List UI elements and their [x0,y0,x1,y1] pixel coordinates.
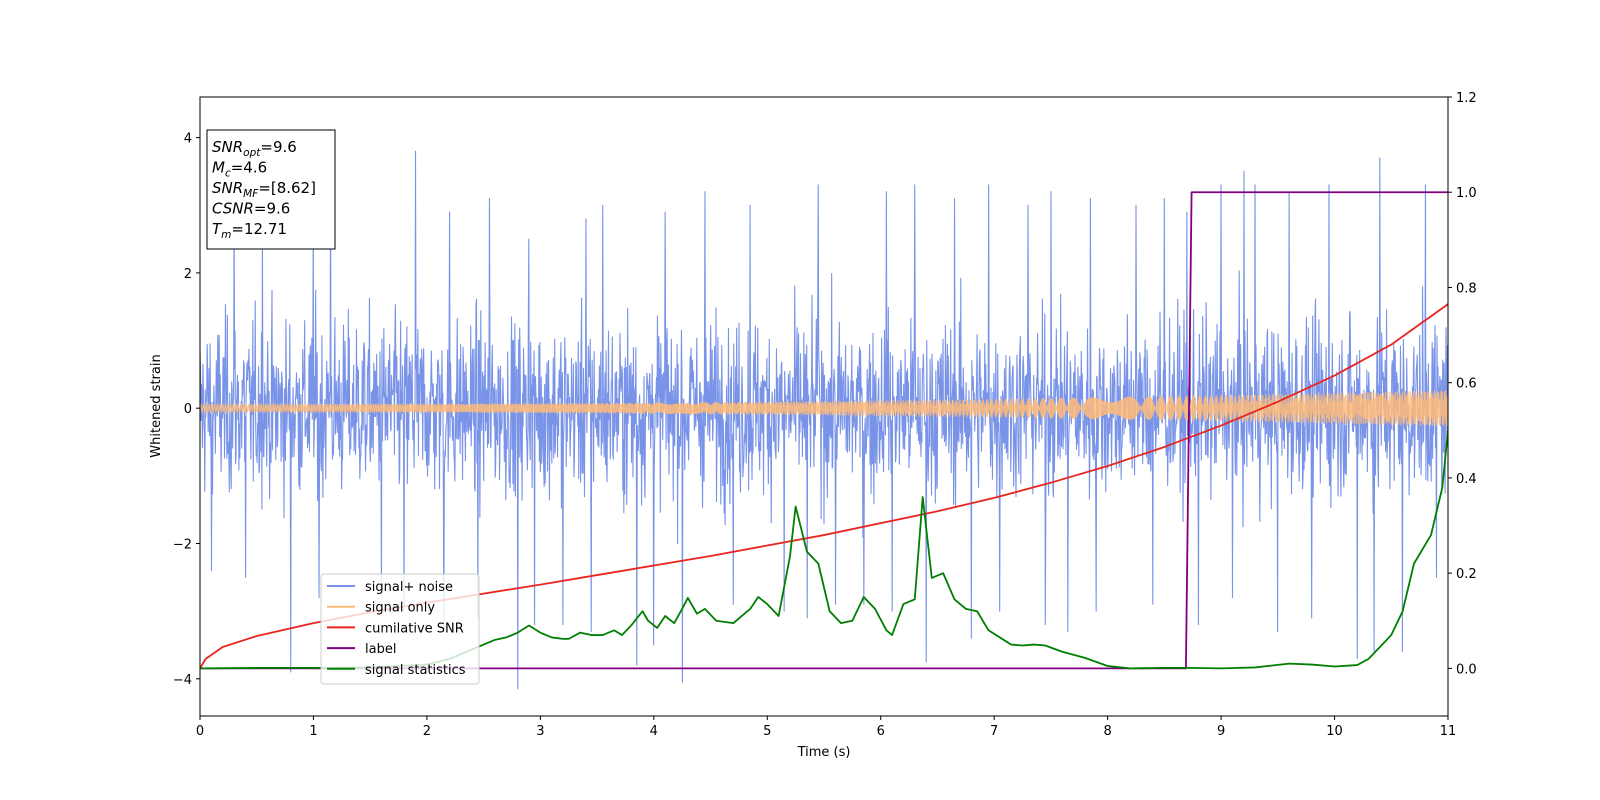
y2-tick-label: 0.4 [1456,472,1477,487]
x-tick-label: 1 [309,724,317,739]
y2-tick-label: 1.2 [1456,91,1477,106]
annotation-subscript: c [225,168,231,180]
y-tick-label: 4 [184,132,192,147]
x-tick-label: 5 [763,724,771,739]
annotation-symbol: SNR [212,179,243,197]
x-tick-label: 3 [536,724,544,739]
y-tick-label: −2 [173,537,192,552]
annotation-line: SNRopt=9.6 [212,138,297,159]
annotation-value: =9.6 [254,200,290,218]
x-tick-label: 9 [1217,724,1225,739]
annotation-line: Mc=4.6 [212,159,267,180]
axes-frame [199,96,1449,717]
series-cumulative-snr [200,303,1448,669]
series-signal-only [200,390,1448,427]
x-tick-label: 7 [990,724,998,739]
y2-tick-label: 0.6 [1456,377,1477,392]
annotation-symbol: CSNR [212,200,254,218]
y2-tick-label: 1.0 [1456,186,1477,201]
legend-frame [320,573,480,685]
x-tick-label: 11 [1440,724,1457,739]
annotation-subscript: m [221,229,231,241]
annotation-line: SNRMF=[8.62] [212,179,316,200]
x-tick-label: 2 [423,724,431,739]
y2-tick-label: 0.0 [1456,662,1477,677]
legend-label: signal statistics [365,663,466,678]
y2-tick-label: 0.8 [1456,281,1477,296]
x-axis: 0 1 2 3 4 5 6 7 8 9 10 11 [196,716,1456,739]
x-tick-label: 8 [1103,724,1111,739]
y-tick-label: −4 [173,673,192,688]
annotation-value: =[8.62] [258,179,316,197]
annotation-box: SNRopt=9.6Mc=4.6SNRMF=[8.62]CSNR=9.6Tm=1… [206,129,336,250]
annotation-symbol: SNR [212,138,243,156]
series-signal-statistics [200,430,1448,670]
annotation-value: =9.6 [260,138,296,156]
x-tick-label: 6 [877,724,885,739]
x-tick-label: 0 [196,724,204,739]
y-axis-left: −4 −2 0 2 4 [173,132,200,688]
y-axis-label: Whitened strain [149,354,164,457]
x-tick-label: 10 [1326,724,1343,739]
annotation-symbol: T [212,220,223,238]
y-tick-label: 2 [184,267,192,282]
annotation-subscript: opt [243,147,261,159]
annotation-symbol: M [212,159,225,177]
legend-label: signal+ noise [365,580,453,595]
legend-label: cumilative SNR [365,621,464,636]
x-tick-label: 4 [650,724,658,739]
y-axis-right: 0.0 0.2 0.4 0.6 0.8 1.0 1.2 [1448,91,1477,677]
legend: signal+ noise signal only cumilative SNR la… [320,573,480,685]
annotation-line: Tm=12.71 [212,220,287,241]
annotation-box-frame [206,129,336,250]
annotation-line: CSNR=9.6 [212,200,290,218]
legend-label: label [365,642,396,657]
annotation-value: =4.6 [231,159,267,177]
series-label [200,191,1448,670]
y2-tick-label: 0.2 [1456,567,1477,582]
y-tick-label: 0 [184,402,192,417]
legend-label: signal only [365,601,435,616]
plot-area [200,150,1448,690]
annotation-value: =12.71 [231,220,287,238]
annotation-subscript: MF [243,188,259,200]
x-axis-label: Time (s) [797,745,851,760]
